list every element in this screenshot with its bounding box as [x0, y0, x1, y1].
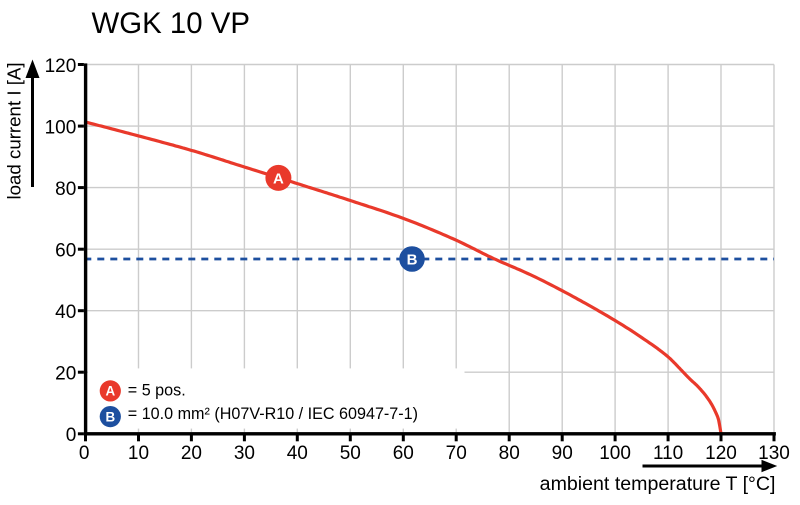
svg-text:110: 110 [653, 443, 683, 464]
svg-text:70: 70 [446, 443, 467, 464]
svg-text:80: 80 [499, 443, 520, 464]
svg-text:WGK 10 VP: WGK 10 VP [92, 7, 250, 40]
svg-text:A: A [105, 384, 115, 399]
svg-text:100: 100 [45, 118, 77, 139]
svg-text:40: 40 [55, 302, 76, 323]
svg-text:40: 40 [287, 443, 308, 464]
svg-text:load current I [A]: load current I [A] [3, 62, 24, 199]
svg-text:80: 80 [55, 179, 76, 200]
svg-text:ambient temperature T [°C]: ambient temperature T [°C] [540, 473, 776, 495]
svg-text:30: 30 [234, 443, 255, 464]
svg-text:20: 20 [181, 443, 202, 464]
svg-text:= 5 pos.: = 5 pos. [128, 382, 186, 400]
svg-text:60: 60 [393, 443, 414, 464]
svg-text:0: 0 [79, 443, 90, 464]
svg-text:B: B [105, 409, 115, 424]
svg-text:130: 130 [758, 443, 790, 464]
svg-text:120: 120 [45, 56, 77, 77]
svg-text:20: 20 [55, 364, 76, 385]
svg-text:B: B [407, 252, 418, 269]
svg-text:A: A [273, 170, 284, 187]
svg-text:100: 100 [599, 443, 631, 464]
svg-text:120: 120 [705, 443, 737, 464]
svg-text:60: 60 [55, 241, 76, 262]
svg-text:0: 0 [66, 425, 77, 446]
svg-text:= 10.0 mm² (H07V-R10 / IEC 609: = 10.0 mm² (H07V-R10 / IEC 60947-7-1) [128, 405, 418, 423]
svg-text:10: 10 [128, 443, 149, 464]
svg-text:90: 90 [552, 443, 573, 464]
svg-text:50: 50 [340, 443, 361, 464]
